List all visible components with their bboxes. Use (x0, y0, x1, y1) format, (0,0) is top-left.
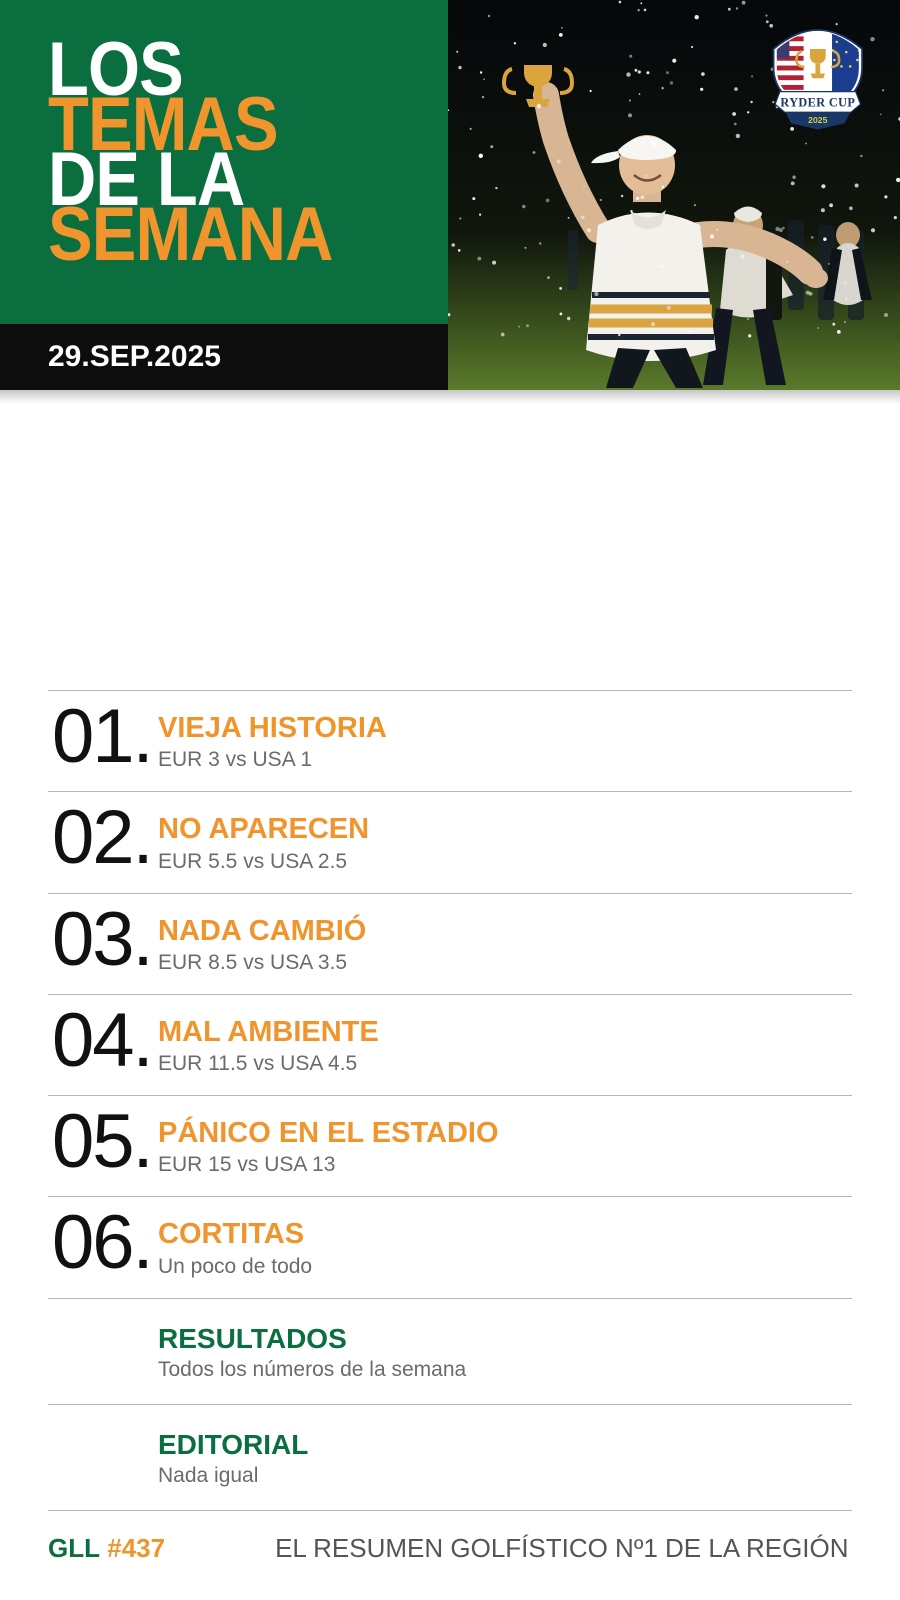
svg-text:RYDER CUP: RYDER CUP (780, 96, 855, 110)
svg-text:2025: 2025 (808, 115, 827, 125)
